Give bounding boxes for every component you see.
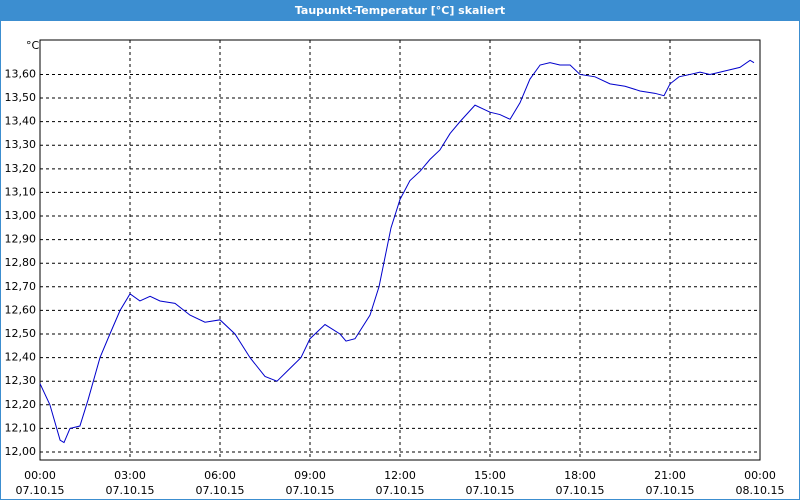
y-tick-label: 13,40 <box>5 115 37 128</box>
y-tick-label: 12,40 <box>5 351 37 364</box>
x-tick-date: 07.10.15 <box>106 484 155 497</box>
x-tick-label: 12:00 <box>384 469 416 482</box>
y-tick-label: 13,50 <box>5 91 37 104</box>
y-tick-label: 13,30 <box>5 138 37 151</box>
y-tick-label: 12,80 <box>5 256 37 269</box>
x-tick-label: 00:00 <box>24 469 56 482</box>
y-tick-label: 12,60 <box>5 303 37 316</box>
x-tick-date: 07.10.15 <box>556 484 605 497</box>
x-tick-label: 03:00 <box>114 469 146 482</box>
x-tick-label: 00:00 <box>744 469 776 482</box>
x-tick-label: 15:00 <box>474 469 506 482</box>
x-tick-date: 07.10.15 <box>196 484 245 497</box>
y-tick-label: 13,60 <box>5 67 37 80</box>
x-tick-date: 07.10.15 <box>286 484 335 497</box>
x-tick-label: 18:00 <box>564 469 596 482</box>
y-tick-label: 12,90 <box>5 233 37 246</box>
y-tick-label: 12,50 <box>5 327 37 340</box>
y-unit: °C <box>26 39 40 52</box>
x-tick-label: 06:00 <box>204 469 236 482</box>
y-tick-label: 13,20 <box>5 162 37 175</box>
x-tick-date: 07.10.15 <box>376 484 425 497</box>
x-tick-label: 21:00 <box>654 469 686 482</box>
x-tick-date: 07.10.15 <box>646 484 695 497</box>
y-tick-label: 12,20 <box>5 398 37 411</box>
x-tick-date: 08.10.15 <box>736 484 785 497</box>
chart-title: Taupunkt-Temperatur [°C] skaliert <box>295 4 505 17</box>
y-tick-label: 12,00 <box>5 445 37 458</box>
x-tick-label: 09:00 <box>294 469 326 482</box>
y-tick-label: 12,10 <box>5 421 37 434</box>
y-tick-label: 13,00 <box>5 209 37 222</box>
x-tick-date: 07.10.15 <box>16 484 65 497</box>
y-tick-label: 12,30 <box>5 374 37 387</box>
data-line <box>39 59 755 444</box>
y-tick-label: 13,10 <box>5 185 37 198</box>
y-tick-label: 12,70 <box>5 280 37 293</box>
title-bar <box>0 0 800 21</box>
x-tick-date: 07.10.15 <box>466 484 515 497</box>
